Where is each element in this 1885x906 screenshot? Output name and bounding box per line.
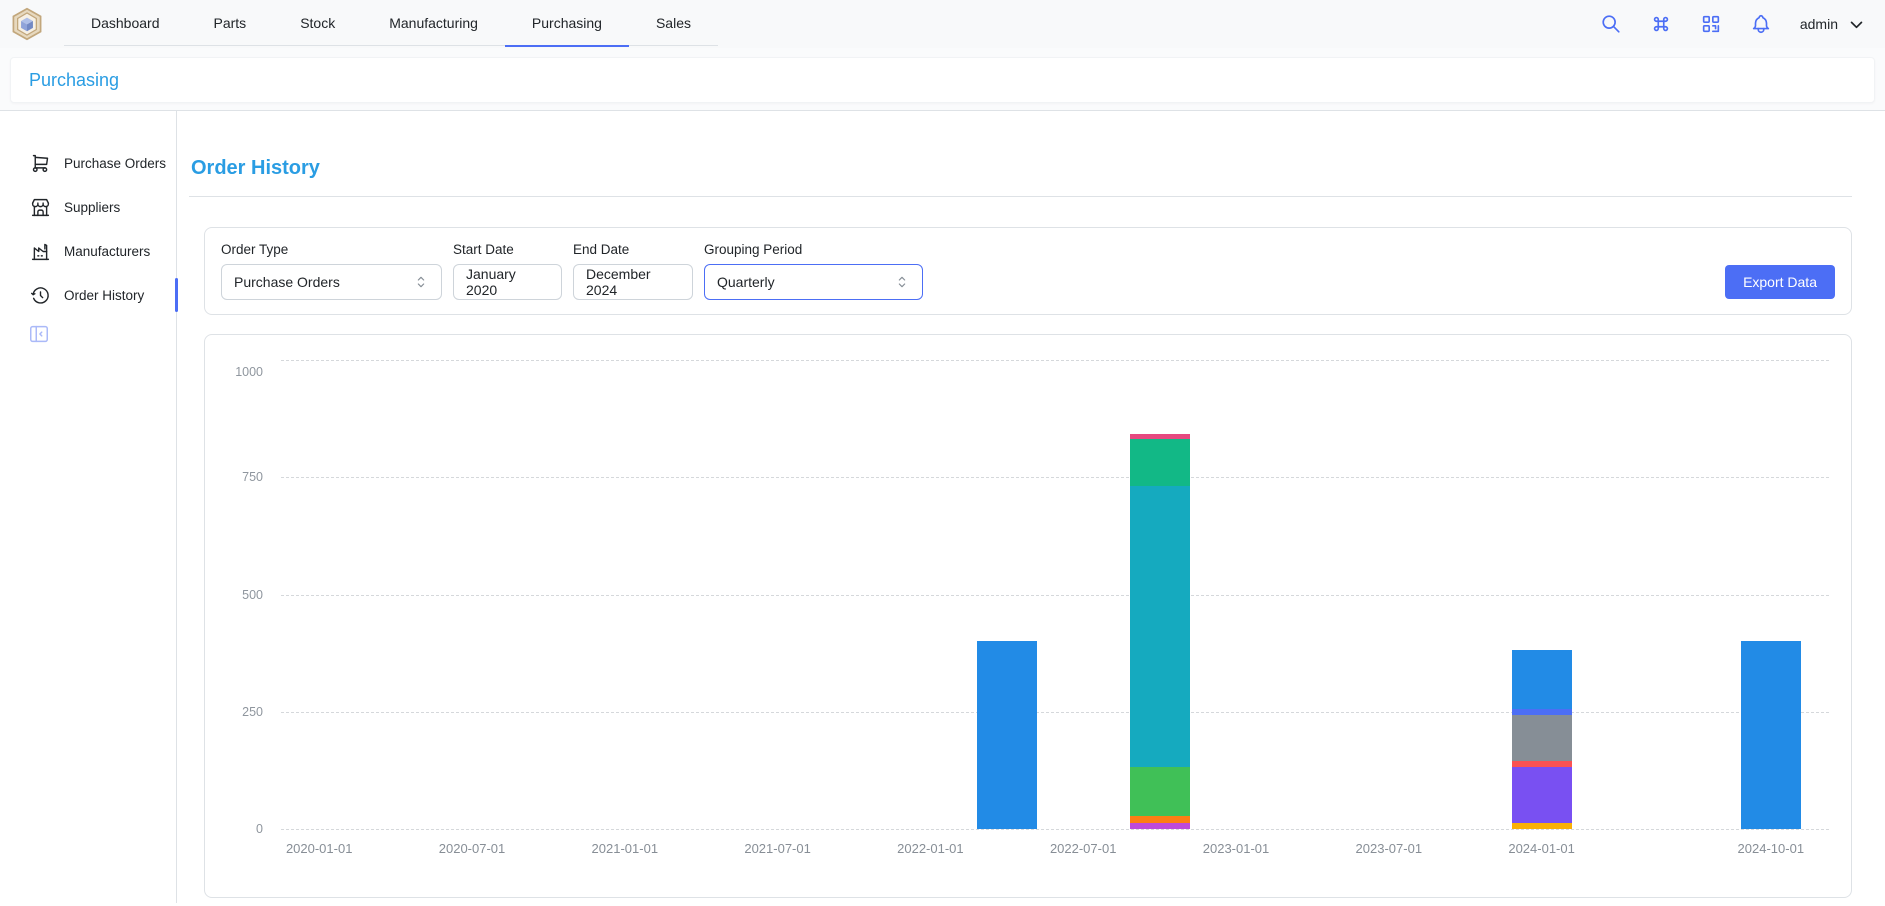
bar-segment xyxy=(1512,823,1572,829)
section-heading: Order History xyxy=(191,157,1852,180)
sidebar-collapse-icon[interactable] xyxy=(28,323,50,345)
gridline xyxy=(281,360,1829,361)
end-date-field: End Date December 2024 xyxy=(573,242,693,300)
page-title: Purchasing xyxy=(29,70,119,91)
sidebar-item-label: Manufacturers xyxy=(64,244,150,259)
y-axis-label: 0 xyxy=(256,822,263,836)
bar-segment xyxy=(1741,641,1801,829)
notifications-bell-icon[interactable] xyxy=(1750,13,1772,35)
sidebar-item-label: Suppliers xyxy=(64,200,120,215)
bar-segment xyxy=(1130,439,1190,486)
chart-bar-2022-10-01[interactable] xyxy=(1130,434,1190,829)
order-type-value: Purchase Orders xyxy=(234,274,340,290)
username-label: admin xyxy=(1800,16,1838,32)
start-date-label: Start Date xyxy=(453,242,562,257)
content-area: Purchase Orders Suppliers Manufacturers … xyxy=(0,110,1885,903)
heading-divider xyxy=(189,196,1852,197)
search-icon[interactable] xyxy=(1600,13,1622,35)
bar-segment xyxy=(1130,767,1190,816)
bar-segment xyxy=(1512,767,1572,823)
sidebar-item-manufacturers[interactable]: Manufacturers xyxy=(0,229,176,273)
y-axis-label: 500 xyxy=(242,588,263,602)
navbar-actions: admin xyxy=(1600,13,1865,35)
x-axis-label: 2024-01-01 xyxy=(1508,841,1575,856)
x-axis-label: 2021-01-01 xyxy=(592,841,659,856)
start-date-field: Start Date January 2020 xyxy=(453,242,562,300)
tab-parts[interactable]: Parts xyxy=(187,0,274,47)
x-axis-label: 2023-01-01 xyxy=(1203,841,1270,856)
history-icon xyxy=(30,285,51,306)
x-axis-label: 2024-10-01 xyxy=(1738,841,1805,856)
tab-purchasing[interactable]: Purchasing xyxy=(505,0,629,47)
page-header-area: Purchasing xyxy=(0,48,1885,110)
order-type-select[interactable]: Purchase Orders xyxy=(221,264,442,300)
tab-stock[interactable]: Stock xyxy=(273,0,362,47)
gridline xyxy=(281,595,1829,596)
sidebar-item-order-history[interactable]: Order History xyxy=(0,273,176,317)
bar-segment xyxy=(1512,650,1572,709)
grouping-period-select[interactable]: Quarterly xyxy=(704,264,923,300)
gridline xyxy=(281,712,1829,713)
sidebar-item-label: Purchase Orders xyxy=(64,156,166,171)
nav-tabs: Dashboard Parts Stock Manufacturing Purc… xyxy=(64,0,718,46)
sidebar-item-label: Order History xyxy=(64,288,144,303)
building-store-icon xyxy=(30,197,51,218)
gridline xyxy=(281,477,1829,478)
filter-toolbar: Order Type Purchase Orders Start Date Ja… xyxy=(204,227,1852,315)
order-type-label: Order Type xyxy=(221,242,442,257)
chart-bar-2022-04-01[interactable] xyxy=(977,641,1037,829)
bar-segment xyxy=(1512,715,1572,761)
y-axis-label: 250 xyxy=(242,705,263,719)
bar-segment xyxy=(977,641,1037,829)
grouping-period-field: Grouping Period Quarterly xyxy=(704,242,923,300)
y-axis-label: 1000 xyxy=(235,365,263,379)
bar-segment xyxy=(1130,486,1190,767)
chart-bar-2024-01-01[interactable] xyxy=(1512,650,1572,829)
app-logo-icon[interactable] xyxy=(10,7,44,41)
end-date-value: December 2024 xyxy=(586,266,680,298)
gridline xyxy=(281,829,1829,830)
x-axis-label: 2020-07-01 xyxy=(439,841,506,856)
user-menu[interactable]: admin xyxy=(1800,16,1865,33)
bar-segment xyxy=(1130,816,1190,823)
end-date-label: End Date xyxy=(573,242,693,257)
bar-segment xyxy=(1130,823,1190,829)
x-axis-label: 2023-07-01 xyxy=(1356,841,1423,856)
purchasing-sidebar: Purchase Orders Suppliers Manufacturers … xyxy=(0,111,177,903)
selector-chevrons-icon xyxy=(894,274,910,290)
start-date-value: January 2020 xyxy=(466,266,549,298)
grouping-period-label: Grouping Period xyxy=(704,242,923,257)
page-header-card: Purchasing xyxy=(10,57,1875,103)
end-date-input[interactable]: December 2024 xyxy=(573,264,693,300)
command-icon[interactable] xyxy=(1650,13,1672,35)
x-axis-label: 2022-07-01 xyxy=(1050,841,1117,856)
grouping-period-value: Quarterly xyxy=(717,274,775,290)
top-navbar: Dashboard Parts Stock Manufacturing Purc… xyxy=(0,0,1885,48)
chart-plot: 025050075010002020-01-012020-07-012021-0… xyxy=(281,360,1809,829)
chevron-down-icon xyxy=(1848,16,1865,33)
tab-sales[interactable]: Sales xyxy=(629,0,718,47)
sidebar-item-purchase-orders[interactable]: Purchase Orders xyxy=(0,141,176,185)
start-date-input[interactable]: January 2020 xyxy=(453,264,562,300)
shopping-cart-icon xyxy=(30,153,51,174)
x-axis-label: 2022-01-01 xyxy=(897,841,964,856)
sidebar-item-suppliers[interactable]: Suppliers xyxy=(0,185,176,229)
order-history-panel: Order History Order Type Purchase Orders… xyxy=(177,111,1885,903)
x-axis-label: 2021-07-01 xyxy=(744,841,811,856)
tab-manufacturing[interactable]: Manufacturing xyxy=(362,0,505,47)
selector-chevrons-icon xyxy=(413,274,429,290)
export-data-button[interactable]: Export Data xyxy=(1725,265,1835,299)
building-factory-icon xyxy=(30,241,51,262)
order-type-field: Order Type Purchase Orders xyxy=(221,242,442,300)
order-history-chart-card: 0 250 500 750 1000 2020-01-01 2020-07-01 2021-0… xyxy=(204,334,1852,898)
x-axis-label: 2020-01-01 xyxy=(286,841,353,856)
y-axis-label: 750 xyxy=(242,470,263,484)
chart-bar-2024-10-01[interactable] xyxy=(1741,641,1801,829)
qr-scan-icon[interactable] xyxy=(1700,13,1722,35)
tab-dashboard[interactable]: Dashboard xyxy=(64,0,187,47)
